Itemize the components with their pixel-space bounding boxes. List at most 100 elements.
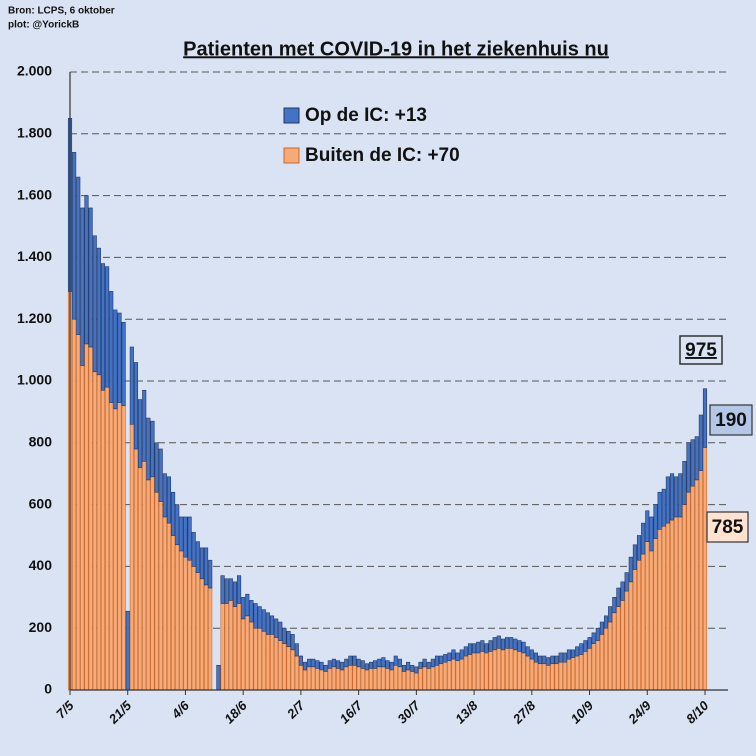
- bar-segment: [364, 663, 369, 671]
- bar-segment: [434, 655, 440, 666]
- bar-segment: [674, 516, 679, 691]
- value-label: 785: [712, 517, 744, 538]
- bar-segment: [356, 666, 361, 691]
- bar-segment: [368, 668, 374, 691]
- bar-segment: [171, 535, 176, 691]
- bar-segment: [133, 448, 139, 691]
- legend-swatch: [283, 147, 300, 164]
- bar-segment: [352, 664, 357, 691]
- bar-segment: [533, 652, 538, 663]
- bar-segment: [509, 637, 514, 649]
- bar-segment: [665, 522, 670, 691]
- bar-segment: [550, 655, 555, 665]
- legend-label: Op de IC: +13: [305, 105, 427, 126]
- bar-segment: [628, 556, 633, 583]
- bar-segment: [455, 660, 460, 691]
- bar-segment: [302, 669, 308, 691]
- bar-segment: [84, 195, 89, 345]
- bar-segment: [335, 660, 341, 669]
- y-tick-label: 1.800: [17, 125, 52, 141]
- y-tick-label: 1.200: [17, 310, 52, 326]
- bar-segment: [241, 618, 246, 691]
- bar-segment: [389, 661, 394, 671]
- bar-segment: [410, 664, 415, 672]
- bar-segment: [381, 666, 386, 691]
- bar-segment: [331, 666, 336, 691]
- bar-segment: [669, 473, 675, 521]
- bar-segment: [538, 655, 543, 665]
- bar-segment: [439, 655, 444, 665]
- bar-segment: [249, 600, 254, 623]
- bar-segment: [278, 640, 283, 691]
- bar-segment: [373, 660, 378, 669]
- bar-segment: [315, 660, 320, 669]
- bar-segment: [356, 658, 361, 668]
- bar-segment: [698, 414, 703, 471]
- bar-segment: [517, 651, 522, 691]
- x-tick-label: 30/7: [394, 697, 423, 726]
- bar-segment: [686, 442, 691, 493]
- bar-segment: [274, 618, 279, 638]
- y-tick-label: 2.000: [17, 63, 52, 79]
- bar-segment: [162, 516, 167, 691]
- bar-segment: [228, 600, 233, 691]
- bar-segment: [702, 388, 708, 448]
- chart-title: Patienten met COVID-19 in het ziekenhuis…: [183, 38, 609, 60]
- bar-segment: [480, 640, 485, 652]
- bar-segment: [472, 652, 477, 691]
- x-tick-label: 24/9: [625, 697, 655, 727]
- bar-segment: [245, 593, 250, 617]
- label-box: [709, 404, 753, 436]
- bar-segment: [529, 649, 534, 660]
- bar-segment: [496, 635, 501, 649]
- bar-segment: [653, 504, 658, 539]
- bar-segment: [179, 550, 184, 691]
- bar-segment: [641, 522, 646, 555]
- bar-segment: [587, 637, 592, 649]
- bar-segment: [150, 420, 155, 478]
- bar-segment: [154, 491, 159, 691]
- bar-segment: [645, 541, 650, 691]
- bar-segment: [335, 668, 341, 691]
- total-annotation: 975: [685, 340, 717, 361]
- bar-segment: [641, 553, 646, 691]
- bar-segment: [653, 538, 658, 691]
- bar-segment: [216, 664, 221, 691]
- bar-segment: [488, 651, 493, 691]
- bar-segment: [237, 575, 242, 604]
- bar-segment: [146, 417, 151, 481]
- bar-segment: [682, 504, 687, 691]
- bar-segment: [282, 627, 287, 644]
- bar-segment: [669, 519, 675, 691]
- bar-segment: [327, 660, 332, 669]
- bar-segment: [661, 488, 666, 527]
- bar-segment: [694, 479, 699, 691]
- bar-segment: [463, 655, 468, 691]
- bar-segment: [96, 247, 101, 376]
- bar-segment: [612, 612, 617, 691]
- bar-segment: [175, 504, 180, 546]
- bar-segment: [603, 615, 609, 629]
- bar-segment: [521, 641, 526, 654]
- bar-segment: [261, 630, 266, 691]
- bar-segment: [269, 615, 275, 635]
- bar-segment: [645, 510, 650, 542]
- bar-segment: [290, 634, 295, 651]
- bar-segment: [88, 346, 93, 691]
- bar-segment: [430, 666, 435, 691]
- bar-segment: [129, 346, 134, 425]
- bar-segment: [406, 661, 411, 671]
- bar-segment: [566, 649, 571, 660]
- bar-segment: [327, 668, 332, 691]
- bar-segment: [579, 643, 584, 655]
- bar-segment: [138, 399, 143, 468]
- bar-segment: [274, 637, 279, 691]
- bar-segment: [587, 647, 592, 691]
- y-tick-label: 800: [29, 434, 53, 450]
- bar-segment: [344, 658, 349, 668]
- bar-segment: [125, 610, 130, 691]
- bar-segment: [183, 556, 188, 691]
- bar-segment: [451, 658, 456, 691]
- bar-segment: [505, 647, 510, 691]
